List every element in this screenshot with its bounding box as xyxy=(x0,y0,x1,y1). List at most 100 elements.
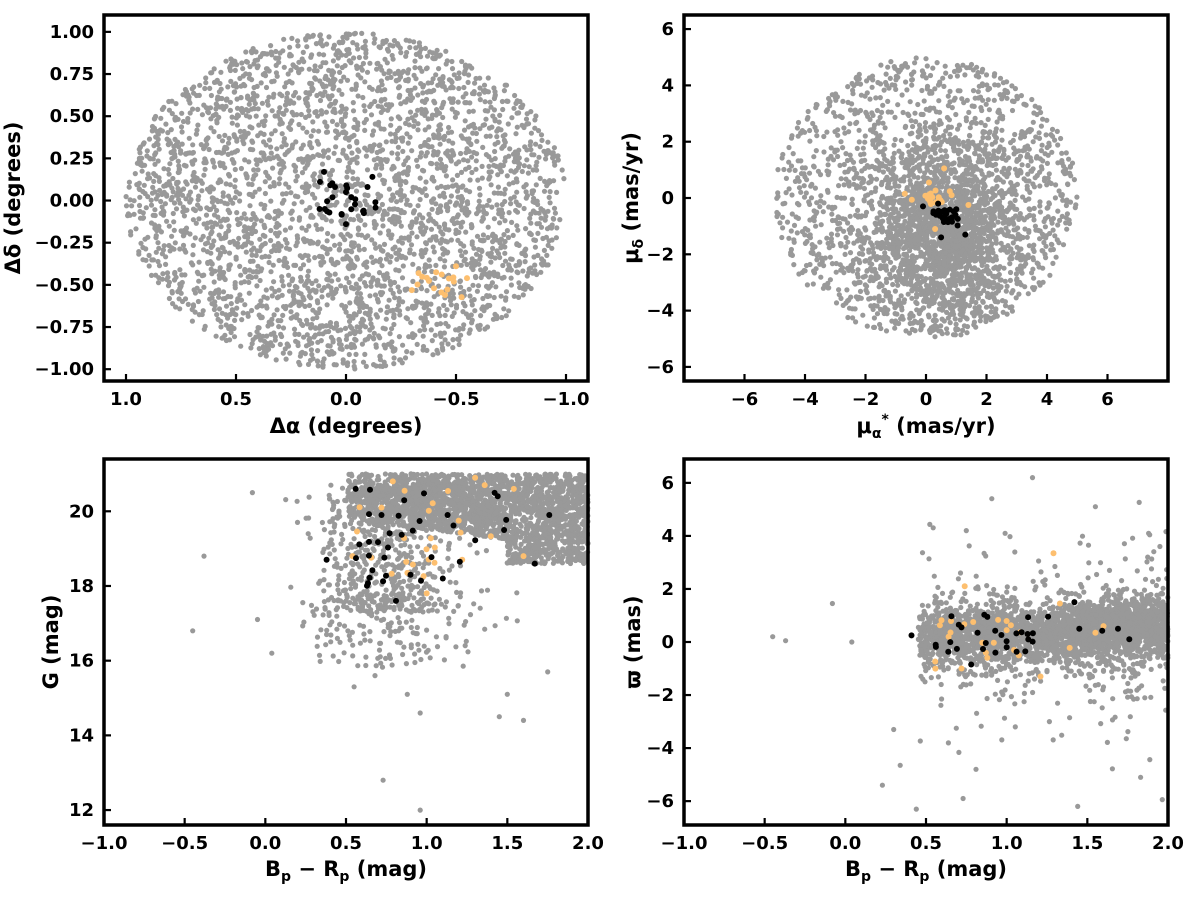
pm-field-star xyxy=(1049,126,1056,132)
sky-field-star xyxy=(502,250,508,256)
pm-field-star xyxy=(966,109,972,115)
sky-field-star xyxy=(476,246,482,253)
sky-field-star xyxy=(288,315,294,321)
sky-field-star xyxy=(212,299,218,305)
sky-field-star xyxy=(551,145,558,151)
sky-field-star xyxy=(500,144,506,150)
sky-field-star xyxy=(380,223,386,229)
sky-field-star xyxy=(395,302,402,308)
sky-field-star xyxy=(254,283,260,289)
sky-field-star xyxy=(314,92,320,99)
sky-field-star xyxy=(241,211,247,217)
sky-field-star xyxy=(407,202,413,208)
sky-field-star xyxy=(303,181,309,187)
sky-field-star xyxy=(430,55,436,61)
sky-field-star xyxy=(430,352,436,358)
sky-field-star xyxy=(238,297,245,303)
sky-field-star xyxy=(299,225,305,231)
sky-field-star xyxy=(547,189,553,195)
sky-field-star xyxy=(436,306,442,312)
sky-field-star xyxy=(360,94,366,101)
sky-field-star xyxy=(152,222,158,228)
sky-field-star xyxy=(326,203,332,209)
pm-field-star xyxy=(918,111,924,117)
sky-field-star xyxy=(381,208,387,214)
sky-field-star xyxy=(476,261,482,267)
pm-field-star xyxy=(1010,240,1016,246)
pm-field-star xyxy=(1063,220,1069,226)
pm-field-star xyxy=(913,119,919,125)
sky-field-star xyxy=(494,237,500,243)
sky-field-star xyxy=(233,189,239,195)
sky-field-star xyxy=(337,69,343,75)
sky-field-star xyxy=(476,198,482,204)
sky-field-star xyxy=(171,277,178,283)
sky-field-star xyxy=(251,173,257,179)
sky-field-star xyxy=(443,204,449,210)
sky-field-star xyxy=(465,79,471,85)
sky-field-star xyxy=(321,52,327,58)
sky-field-star xyxy=(467,293,473,299)
sky-field-star xyxy=(155,258,161,265)
sky-black-member xyxy=(364,184,371,190)
sky-field-star xyxy=(437,156,444,162)
sky-field-star xyxy=(417,154,423,160)
sky-field-star xyxy=(532,244,539,250)
sky-field-star xyxy=(423,179,429,185)
sky-field-star xyxy=(459,197,465,203)
pm-field-star xyxy=(894,311,900,317)
sky-field-star xyxy=(509,219,515,225)
sky-black-member xyxy=(338,211,345,218)
sky-field-star xyxy=(189,318,195,324)
pm-field-star xyxy=(843,234,849,241)
pm-field-star xyxy=(883,211,889,217)
sky-field-star xyxy=(261,294,267,300)
sky-field-star xyxy=(334,199,340,205)
sky-field-star xyxy=(262,202,268,209)
sky-field-star xyxy=(346,50,352,56)
sky-field-star xyxy=(320,153,326,159)
sky-field-star xyxy=(492,311,498,317)
sky-field-star xyxy=(362,351,368,357)
sky-field-star xyxy=(190,142,196,148)
pm-field-star xyxy=(789,252,796,258)
sky-field-star xyxy=(403,120,409,126)
pm-field-star xyxy=(863,227,869,233)
sky-field-star xyxy=(483,133,489,139)
sky-field-star xyxy=(222,200,228,206)
sky-field-star xyxy=(202,156,208,162)
sky-field-star xyxy=(179,228,185,234)
pm-field-star xyxy=(983,72,990,78)
sky-field-star xyxy=(175,158,181,164)
sky-field-star xyxy=(417,225,423,231)
sky-field-star xyxy=(356,247,362,253)
sky-field-star xyxy=(208,266,214,272)
sky-field-star xyxy=(171,227,177,233)
sky-field-star xyxy=(489,204,495,210)
sky-field-star xyxy=(180,233,186,239)
sky-field-star xyxy=(345,264,351,270)
sky-field-star xyxy=(520,285,526,291)
sky-field-star xyxy=(226,173,233,179)
pm-field-star xyxy=(827,277,834,283)
sky-field-star xyxy=(276,181,282,187)
sky-field-star xyxy=(336,87,342,93)
sky-field-star xyxy=(258,244,264,250)
sky-field-star xyxy=(533,182,539,188)
pm-field-star xyxy=(825,162,831,168)
sky-field-star xyxy=(296,70,302,76)
sky-field-star xyxy=(254,65,260,71)
sky-black-member xyxy=(327,182,334,189)
sky-field-star xyxy=(190,252,196,258)
sky-field-star xyxy=(217,80,223,87)
sky-field-star xyxy=(164,270,171,276)
sky-field-star xyxy=(189,159,195,165)
sky-field-star xyxy=(354,65,360,71)
sky-field-star xyxy=(520,268,526,274)
sky-field-star xyxy=(413,185,419,191)
sky-field-star xyxy=(523,246,529,252)
sky-field-star xyxy=(262,118,268,124)
sky-field-star xyxy=(208,244,214,250)
sky-field-star xyxy=(473,274,479,281)
sky-field-star xyxy=(483,88,490,94)
